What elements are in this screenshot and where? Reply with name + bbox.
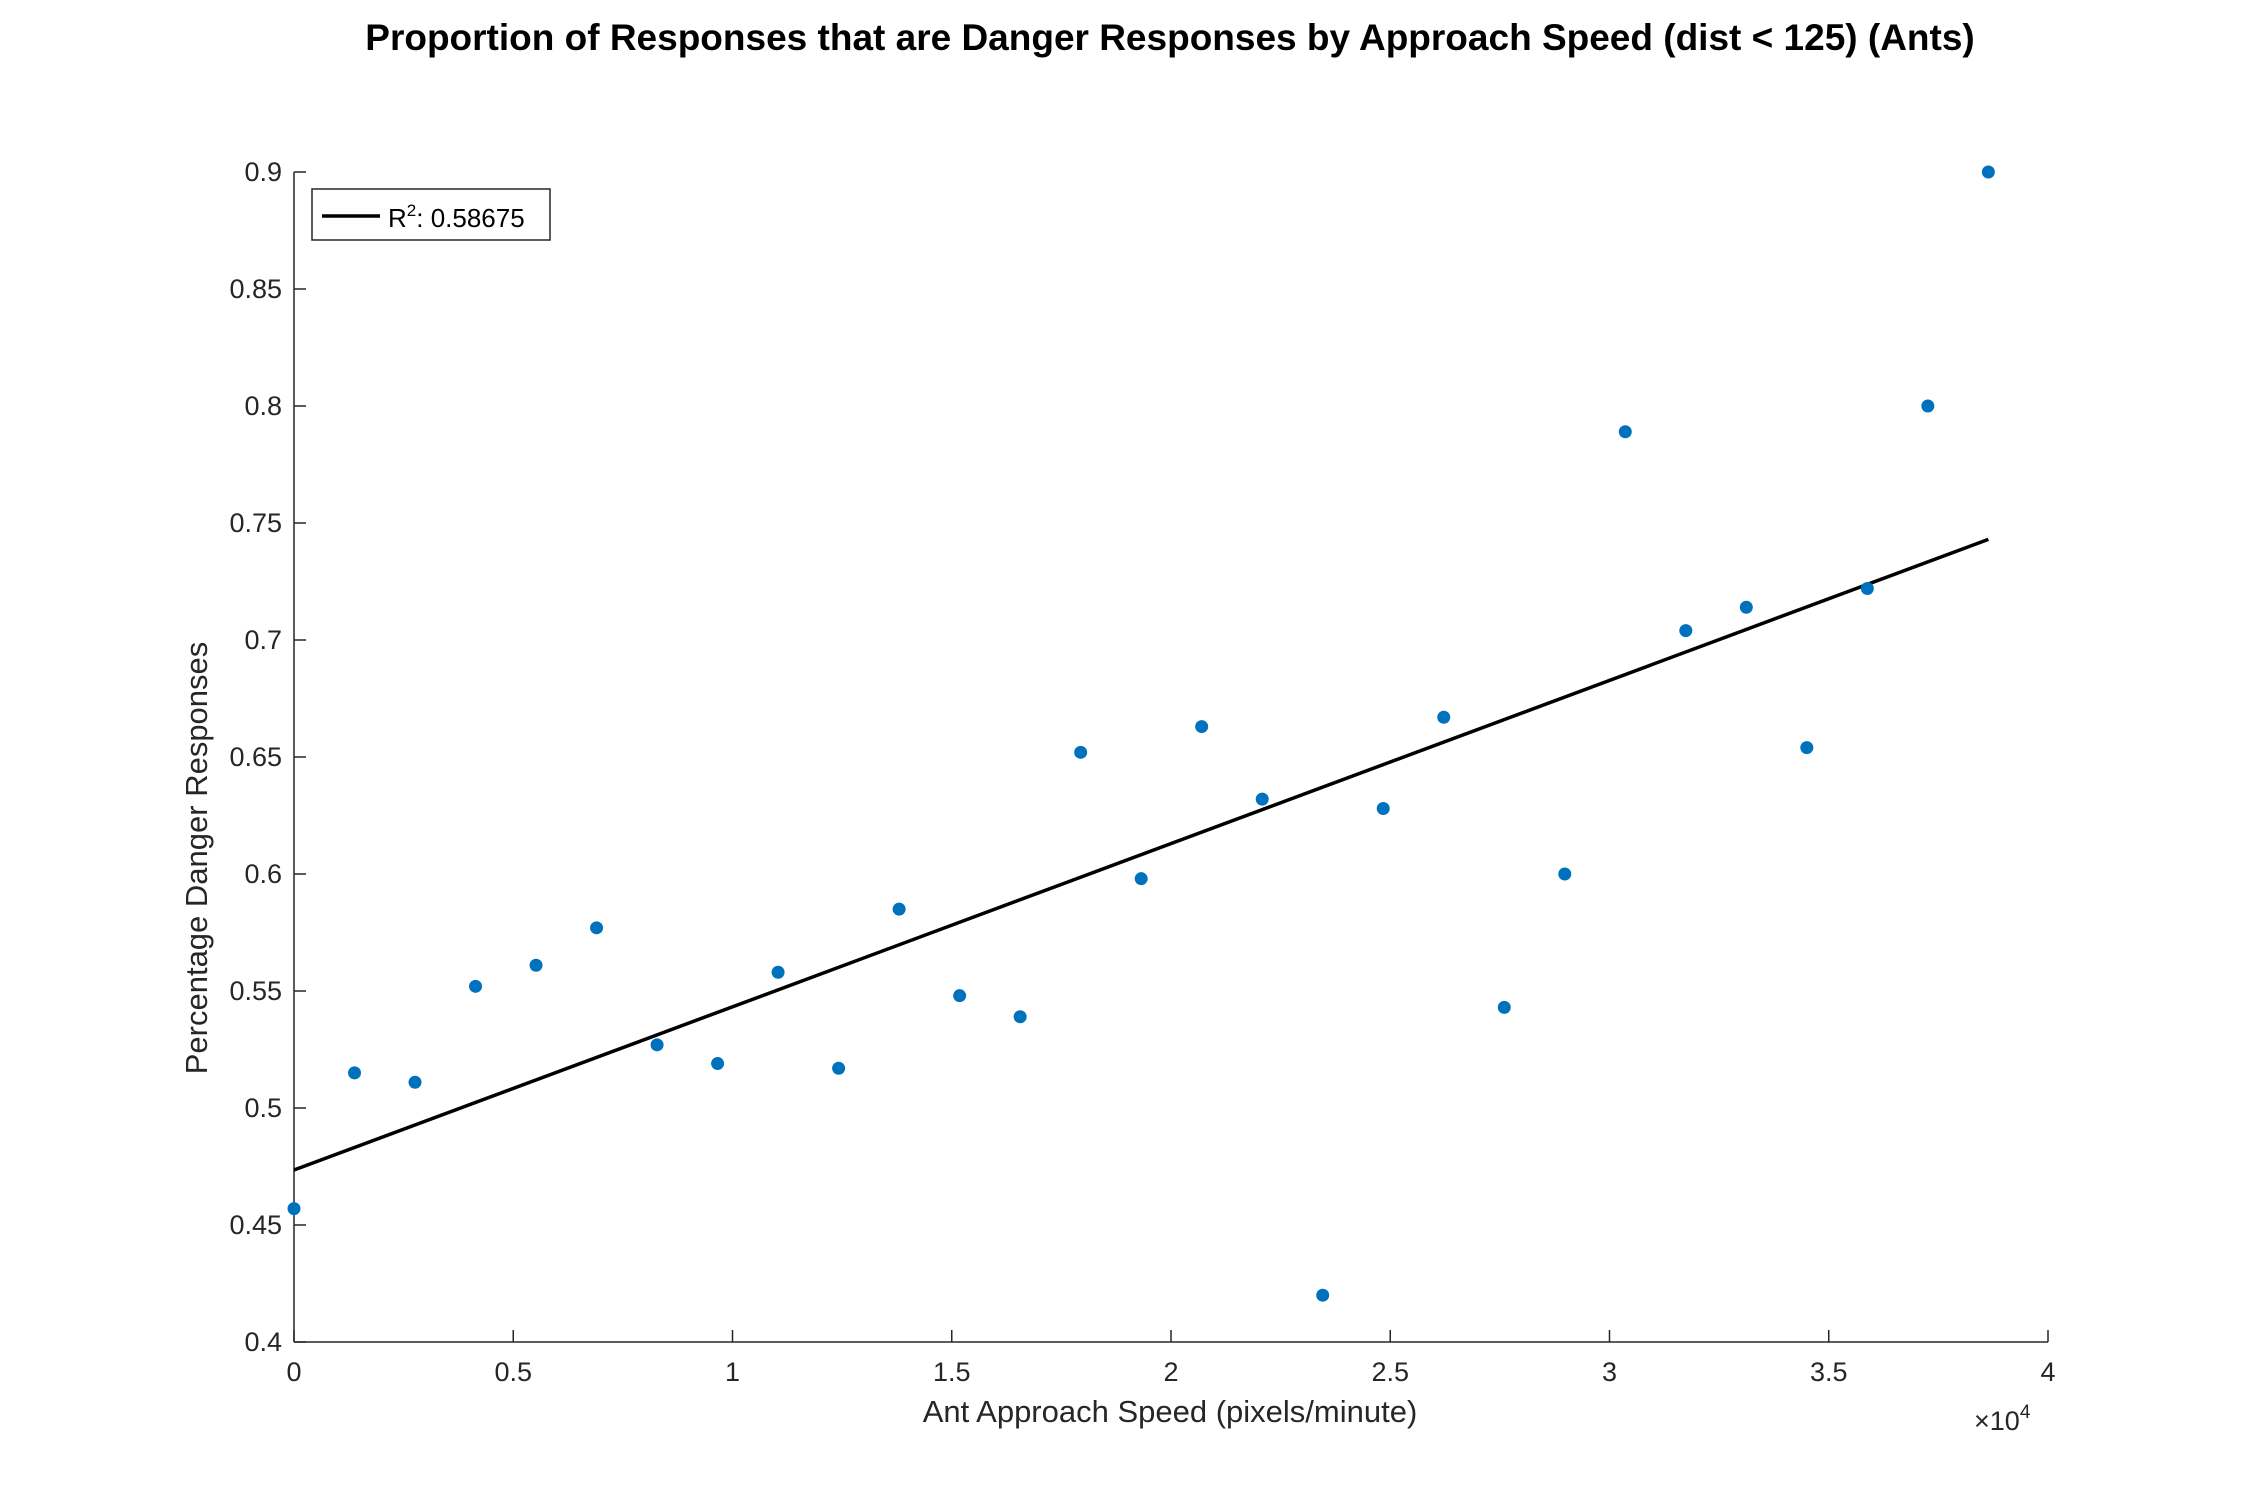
data-point bbox=[953, 989, 967, 1003]
data-point bbox=[1316, 1288, 1330, 1302]
legend-label: R2: 0.58675 bbox=[388, 201, 525, 233]
y-tick-label: 0.4 bbox=[244, 1327, 282, 1357]
data-point bbox=[1013, 1010, 1027, 1024]
data-point bbox=[832, 1061, 846, 1075]
data-point bbox=[1134, 872, 1148, 886]
x-tick-label: 1 bbox=[725, 1357, 740, 1387]
fit-line bbox=[293, 537, 1989, 1172]
x-tick-label: 1.5 bbox=[933, 1357, 971, 1387]
y-tick-label: 0.55 bbox=[229, 976, 282, 1006]
data-point bbox=[1074, 745, 1088, 759]
x-tick-label: 3.5 bbox=[1810, 1357, 1848, 1387]
data-point bbox=[711, 1057, 725, 1071]
data-point bbox=[1921, 399, 1935, 413]
data-point bbox=[1618, 425, 1632, 439]
data-point bbox=[408, 1075, 422, 1089]
plot-axes: 0 0.5 1 1.5 2 2.5 3 3.5 4 0.4 0.45 0.5 0.55 0.6 0.65 0.… bbox=[229, 157, 2055, 1387]
x-axis-exponent: ×104 bbox=[1974, 1402, 2031, 1436]
y-tick-label: 0.7 bbox=[244, 625, 282, 655]
y-tick-label: 0.45 bbox=[229, 1210, 282, 1240]
data-point bbox=[1437, 710, 1451, 724]
x-tick-label: 4 bbox=[2040, 1357, 2055, 1387]
y-tick-label: 0.6 bbox=[244, 859, 282, 889]
data-point bbox=[1195, 720, 1209, 734]
data-point bbox=[1739, 600, 1753, 614]
data-point bbox=[771, 965, 785, 979]
y-tick-label: 0.75 bbox=[229, 508, 282, 538]
data-point bbox=[1376, 801, 1390, 815]
data-point bbox=[650, 1038, 664, 1052]
y-tick-label: 0.85 bbox=[229, 274, 282, 304]
data-point bbox=[469, 979, 483, 993]
data-point bbox=[1679, 624, 1693, 638]
y-tick-label: 0.5 bbox=[244, 1093, 282, 1123]
x-tick-label: 3 bbox=[1602, 1357, 1617, 1387]
y-tick-label: 0.65 bbox=[229, 742, 282, 772]
data-point bbox=[1255, 792, 1269, 806]
x-tick-label: 0 bbox=[286, 1357, 301, 1387]
data-point bbox=[1981, 165, 1995, 179]
data-point bbox=[1860, 582, 1874, 596]
chart-title: Proportion of Responses that are Danger … bbox=[365, 17, 1974, 58]
x-tick-label: 2.5 bbox=[1371, 1357, 1409, 1387]
data-point bbox=[287, 1202, 301, 1216]
data-point bbox=[1497, 1000, 1511, 1014]
data-point bbox=[348, 1066, 362, 1080]
fit-line-group bbox=[293, 537, 1989, 1172]
data-point bbox=[892, 902, 906, 916]
svg-text:Percentage Danger Responses: Percentage Danger Responses bbox=[179, 642, 214, 1075]
x-tick-label: 2 bbox=[1163, 1357, 1178, 1387]
y-axis-label: Percentage Danger Responses bbox=[179, 642, 214, 1075]
data-point bbox=[1558, 867, 1572, 881]
y-tick-label: 0.8 bbox=[244, 391, 282, 421]
legend: R2: 0.58675 bbox=[311, 188, 551, 241]
y-tick-label: 0.9 bbox=[244, 157, 282, 187]
data-points bbox=[287, 165, 1995, 1302]
x-tick-label: 0.5 bbox=[494, 1357, 532, 1387]
data-point bbox=[529, 958, 543, 972]
data-point bbox=[1800, 741, 1814, 755]
x-axis-label: Ant Approach Speed (pixels/minute) bbox=[923, 1394, 1418, 1429]
data-point bbox=[590, 921, 604, 935]
